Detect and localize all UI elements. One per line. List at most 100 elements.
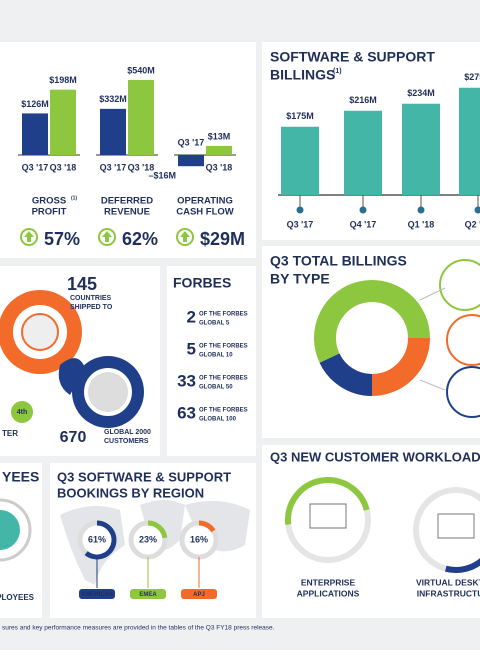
- caption: TER: [2, 429, 18, 438]
- arrow-icon: [24, 231, 34, 242]
- bar: [50, 89, 76, 155]
- bar: [344, 110, 382, 195]
- value-label: 23%: [139, 534, 157, 544]
- ring: [84, 520, 117, 560]
- group-label: OPERATING: [177, 196, 233, 207]
- caption: GLOBAL 50: [199, 385, 233, 391]
- title: FORBES: [173, 275, 231, 291]
- pill: [181, 589, 217, 599]
- category-label: Q3 '17: [287, 219, 314, 229]
- value-label: $13M: [208, 131, 231, 141]
- growth-value: 57%: [44, 229, 80, 249]
- badge-text: 4th: [17, 409, 28, 416]
- value-label: $198M: [49, 75, 77, 85]
- number: 5: [187, 339, 196, 358]
- group-label: PROFIT: [32, 207, 67, 218]
- caption: INFRASTRUCTURE: [417, 588, 480, 598]
- bar: [178, 155, 204, 167]
- bar: [128, 79, 154, 155]
- series-label: Q3 '17: [22, 162, 49, 172]
- bar: [402, 103, 440, 195]
- title: Q3 NEW CUSTOMER WORKLOAD DIS: [270, 449, 480, 464]
- tick-dot: [359, 206, 367, 214]
- caption: CUSTOMERS: [104, 438, 149, 445]
- badge: [11, 401, 33, 423]
- series-label: Q3 '18: [50, 162, 77, 172]
- title: YEES: [2, 469, 39, 485]
- number: 2: [187, 307, 196, 326]
- growth-value: $29M: [200, 229, 245, 249]
- caption: APPLICATIONS: [297, 588, 360, 598]
- value-label: $275M: [464, 72, 480, 82]
- icon: [0, 510, 20, 550]
- series-label: Q3 '17: [100, 162, 127, 172]
- group-label: GROSS: [32, 196, 66, 207]
- value-label: $540M: [127, 65, 155, 75]
- category-label: EMEA: [139, 592, 157, 598]
- shape: [58, 358, 85, 395]
- category-label: AMERICAS: [81, 592, 113, 598]
- footnote: (1): [71, 195, 77, 201]
- value-label: $216M: [349, 95, 377, 105]
- bar: [459, 87, 480, 195]
- group-label: REVENUE: [104, 207, 150, 218]
- tick-dot: [474, 206, 480, 214]
- value-label: $175M: [286, 111, 314, 121]
- bar: [281, 126, 319, 195]
- connector: [419, 379, 446, 391]
- series-label: Q3 '18: [206, 162, 233, 172]
- caption: ENTERPRISE: [301, 577, 356, 587]
- icon: [439, 259, 480, 311]
- caption: GLOBAL 5: [199, 321, 230, 327]
- value-label: $234M: [407, 88, 435, 98]
- footer: sures and key performance measures are p…: [2, 625, 275, 632]
- value-label: –$16M: [148, 171, 176, 181]
- bar: [22, 113, 48, 155]
- value-label: $126M: [21, 99, 49, 109]
- caption: GLOBAL 10: [199, 353, 233, 359]
- bar: [206, 145, 232, 155]
- title: BOOKINGS BY REGION: [57, 485, 204, 500]
- title: BILLINGS: [270, 67, 335, 83]
- arrow-icon: [180, 231, 190, 242]
- icon: [446, 314, 480, 366]
- group-label: DEFERRED: [101, 196, 153, 207]
- icon: [437, 513, 475, 539]
- title: BY TYPE: [270, 271, 330, 287]
- category-label: Q2 '18: [465, 219, 480, 229]
- connector: [419, 287, 446, 301]
- title: Q3 SOFTWARE & SUPPORT: [57, 469, 231, 484]
- caption: COUNTRIES: [70, 295, 112, 302]
- ring: [147, 520, 168, 539]
- title: Q3 TOTAL BILLINGS: [270, 253, 407, 269]
- tick-dot: [296, 206, 304, 214]
- group-label: CASH FLOW: [176, 207, 234, 218]
- category-label: Q1 '18: [408, 219, 435, 229]
- donut-segment: [371, 337, 430, 396]
- ring: [285, 477, 370, 525]
- bar: [100, 108, 126, 155]
- caption: GLOBAL 100: [199, 417, 237, 423]
- icon: [309, 503, 347, 529]
- icon: [446, 366, 480, 418]
- donut-segment: [314, 280, 430, 363]
- number: 145: [67, 274, 97, 294]
- caption: VIRTUAL DESKTOP: [416, 577, 480, 587]
- shape: [21, 313, 59, 351]
- caption: OF THE FORBES: [199, 408, 248, 414]
- arrow-icon: [102, 231, 112, 242]
- ring: [198, 520, 216, 533]
- value-label: 16%: [190, 534, 208, 544]
- footnote: (1): [333, 68, 342, 75]
- donut-segment: [319, 352, 373, 396]
- number: 63: [177, 403, 196, 422]
- value-label: $332M: [99, 94, 127, 104]
- series-label: Q3 '17: [178, 137, 205, 147]
- number: 33: [177, 371, 196, 390]
- caption: OF THE FORBES: [199, 312, 248, 318]
- value-label: 61%: [88, 534, 106, 544]
- caption: OF THE FORBES: [199, 344, 248, 350]
- caption: EMPLOYEES: [0, 593, 35, 602]
- pill: [79, 589, 115, 599]
